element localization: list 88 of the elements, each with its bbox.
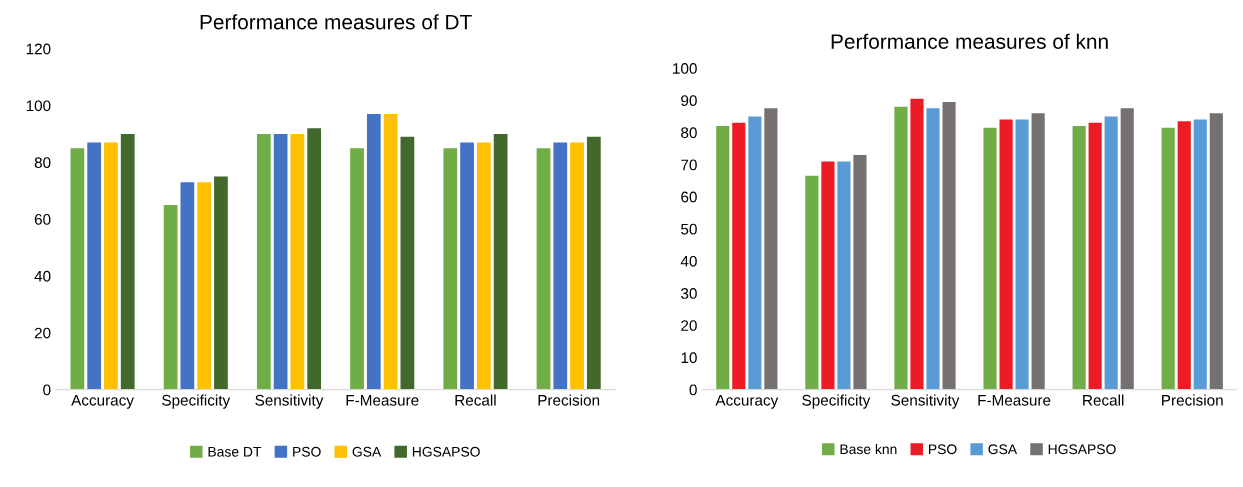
bar xyxy=(197,182,212,390)
bar xyxy=(894,106,908,390)
bar xyxy=(70,148,85,390)
bar xyxy=(1161,127,1175,390)
bar xyxy=(942,101,956,390)
y-tick-label: 80 xyxy=(34,157,51,169)
bar xyxy=(307,128,322,390)
bar xyxy=(570,142,584,390)
bar xyxy=(400,136,415,390)
legend-label: GSA xyxy=(352,446,382,457)
bar xyxy=(443,148,458,390)
legend-label: PSO xyxy=(293,446,321,457)
bar xyxy=(1177,121,1191,390)
y-tick-label: 0 xyxy=(43,384,51,396)
bar xyxy=(1193,119,1207,390)
y-tick-label: 50 xyxy=(681,223,697,235)
bar xyxy=(366,114,381,390)
y-tick-label: 10 xyxy=(681,352,697,364)
bar xyxy=(586,136,601,390)
x-tick-label: Recall xyxy=(455,394,496,406)
y-tick-label: 80 xyxy=(681,127,697,139)
bar xyxy=(476,142,491,390)
x-tick-label: F-Measure xyxy=(346,395,419,406)
bar xyxy=(1209,113,1223,390)
bar xyxy=(383,114,398,390)
x-tick-label: Accuracy xyxy=(71,395,134,409)
bar xyxy=(805,175,819,390)
legend-label: HGSAPSO xyxy=(1048,444,1116,455)
bar xyxy=(1015,119,1029,390)
x-tick-label: Precision xyxy=(538,394,600,406)
bar xyxy=(1104,116,1118,390)
bar xyxy=(926,108,940,390)
bar xyxy=(1072,126,1086,390)
bar xyxy=(1031,113,1045,390)
x-tick-label: Specificity xyxy=(162,394,231,409)
bar xyxy=(180,182,195,390)
chart-title: Performance measures of knn xyxy=(831,33,1108,49)
x-tick-label: F-Measure xyxy=(978,395,1051,406)
bar xyxy=(1088,122,1102,390)
x-tick-label: Specificity xyxy=(802,394,871,409)
bar xyxy=(460,142,474,390)
legend-label: GSA xyxy=(988,444,1018,455)
bar xyxy=(273,133,288,390)
y-tick-label: 60 xyxy=(681,191,697,203)
x-tick-label: Recall xyxy=(1083,394,1124,406)
bar xyxy=(493,133,508,390)
bar xyxy=(87,142,102,390)
x-tick-label: Sensitivity xyxy=(891,394,960,409)
bar xyxy=(732,122,746,390)
bar xyxy=(553,142,568,390)
x-tick-label: Accuracy xyxy=(715,395,779,409)
bar xyxy=(120,133,135,390)
y-tick-label: 100 xyxy=(673,63,697,74)
bar xyxy=(1120,108,1134,390)
legend-label: Base DT xyxy=(208,447,262,457)
bar xyxy=(350,148,364,390)
y-tick-label: 70 xyxy=(681,159,697,171)
legend-label: PSO xyxy=(929,444,957,455)
y-tick-label: 40 xyxy=(34,270,51,282)
bar xyxy=(163,204,178,390)
legend-label: HGSAPSO xyxy=(412,446,480,457)
y-tick-label: 60 xyxy=(34,214,51,225)
bar xyxy=(748,116,762,390)
bar xyxy=(837,161,851,390)
bar xyxy=(910,98,924,390)
y-tick-label: 0 xyxy=(689,384,697,396)
chart-title: Performance measures of DT xyxy=(200,14,472,30)
y-tick-label: 20 xyxy=(681,320,697,331)
bar xyxy=(290,133,305,390)
y-tick-label: 120 xyxy=(26,43,51,55)
legend-label: Base knn xyxy=(840,443,897,455)
bar xyxy=(536,148,551,390)
bar xyxy=(104,142,118,390)
y-tick-label: 30 xyxy=(681,288,697,299)
bar xyxy=(999,119,1013,390)
y-tick-label: 40 xyxy=(680,255,697,267)
bar xyxy=(256,133,271,390)
y-tick-label: 20 xyxy=(34,327,51,339)
y-tick-label: 100 xyxy=(26,100,51,112)
x-tick-label: Precision xyxy=(1162,394,1223,406)
y-tick-label: 90 xyxy=(681,95,697,107)
bar xyxy=(214,176,228,390)
bar xyxy=(764,108,778,390)
bar xyxy=(716,126,730,390)
bar xyxy=(853,154,867,390)
x-tick-label: Sensitivity xyxy=(255,394,324,409)
bar xyxy=(983,127,997,390)
bar xyxy=(821,161,835,390)
